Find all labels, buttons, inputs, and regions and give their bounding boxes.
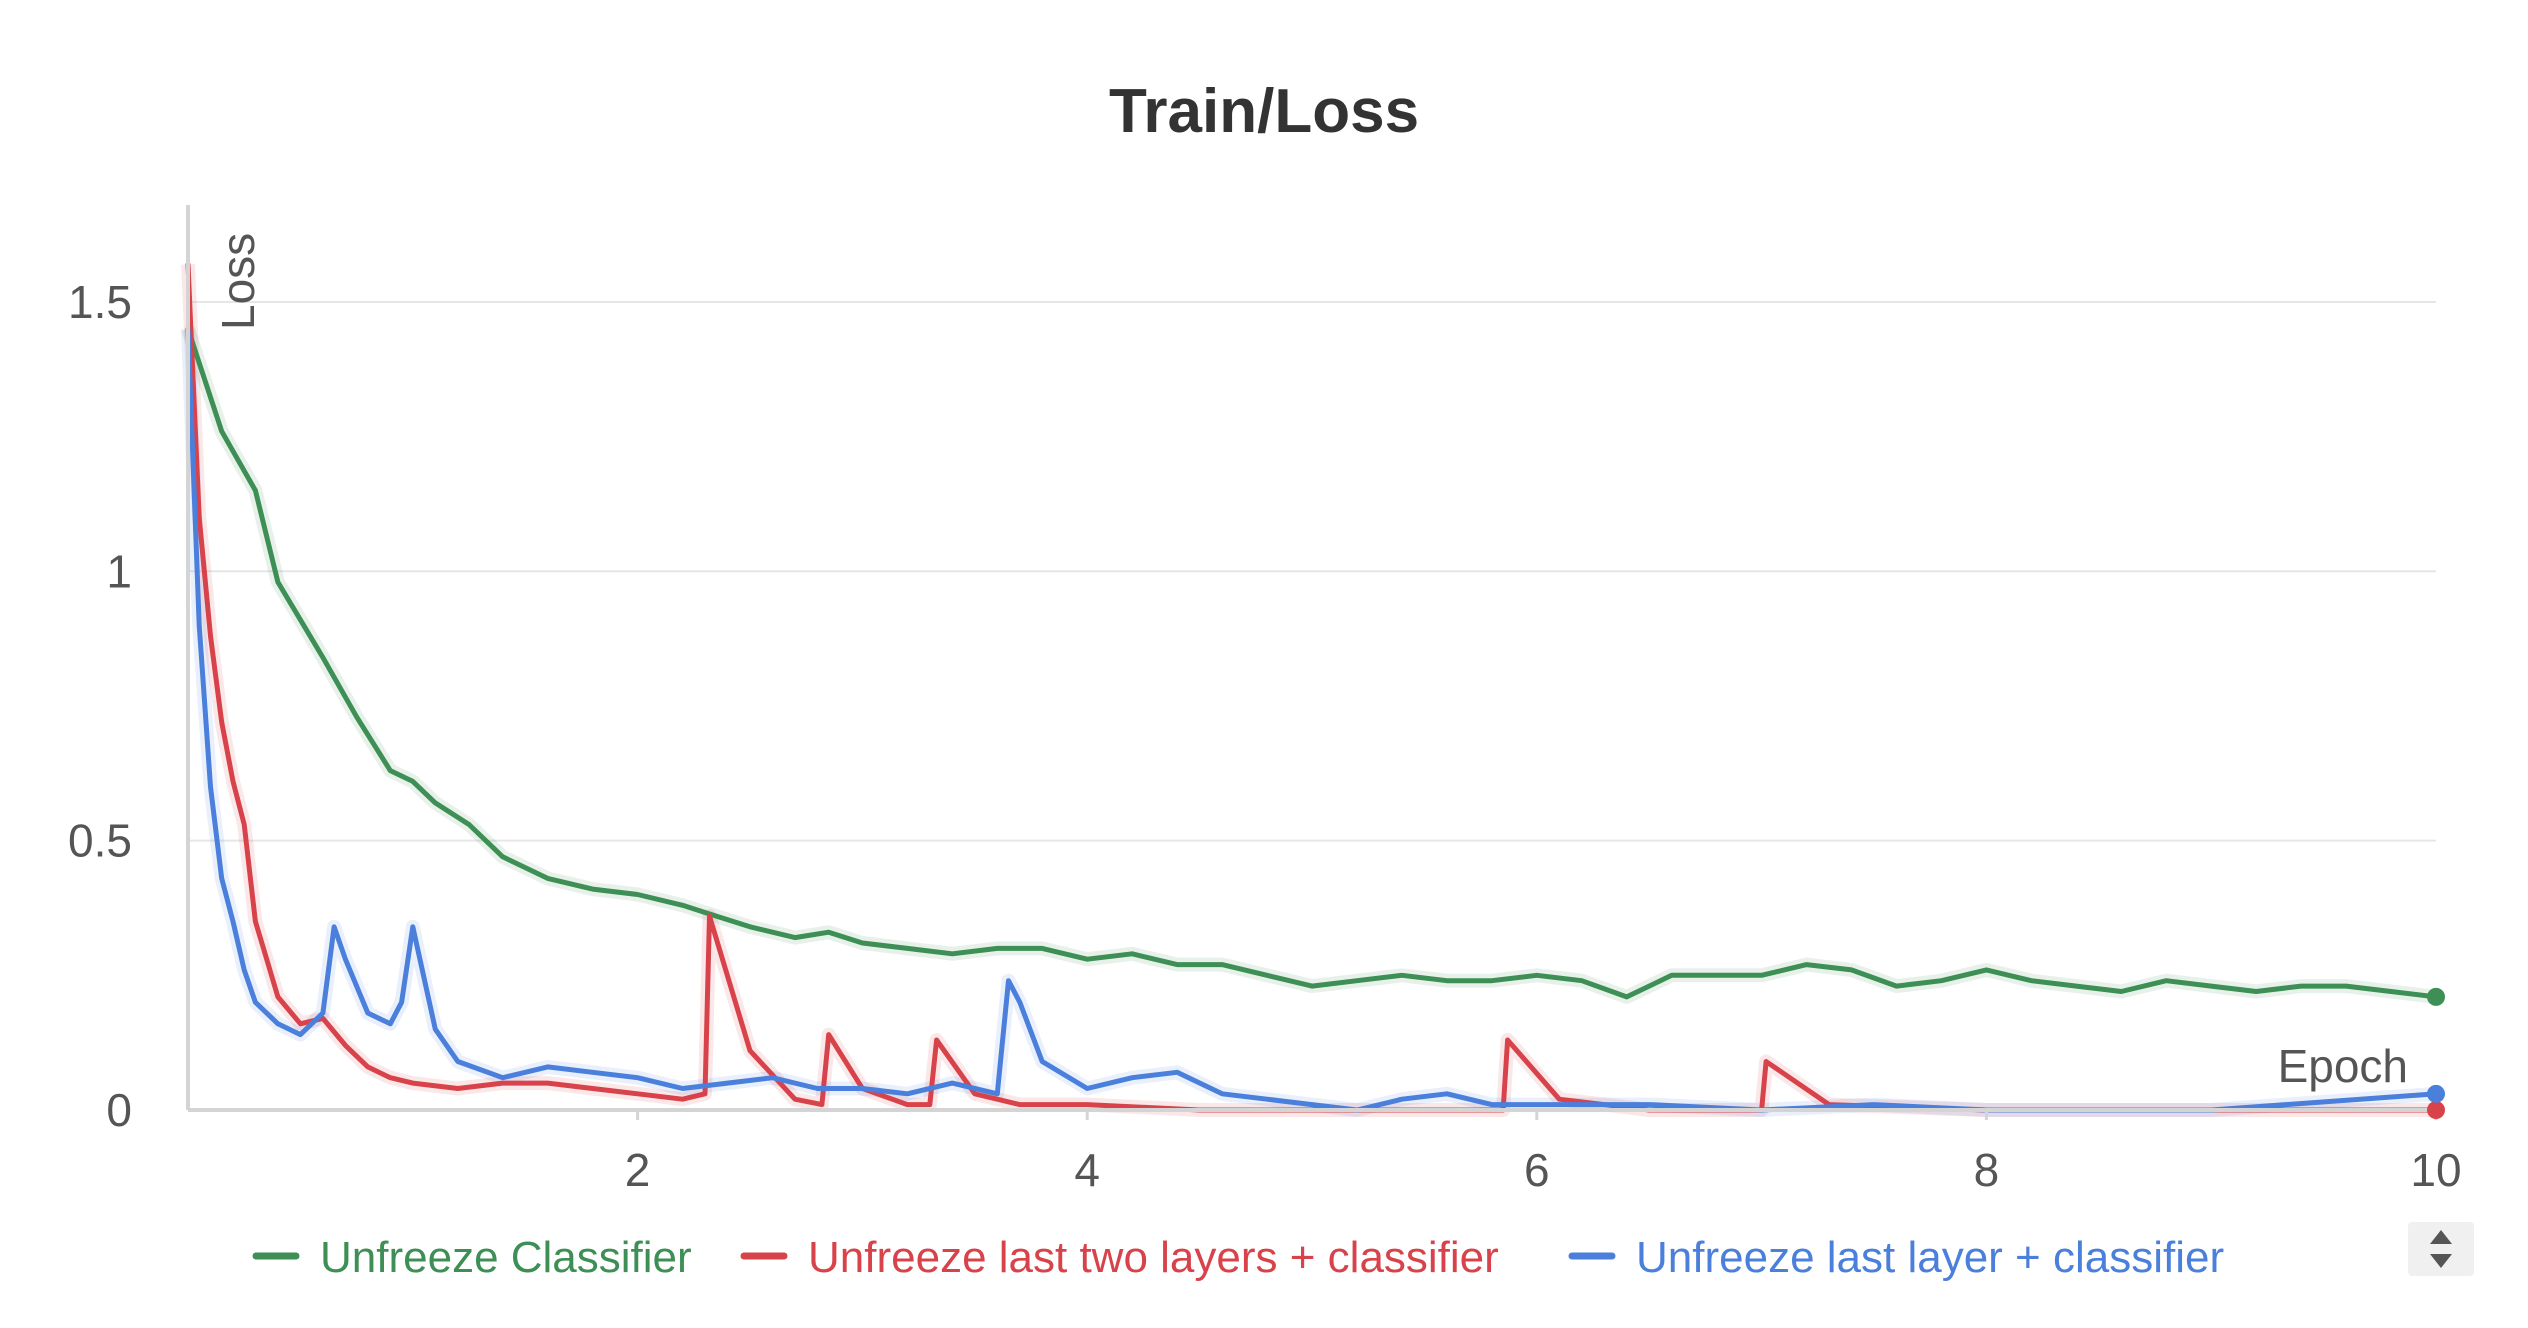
axes [186,205,2436,1112]
y-tick-labels: 0 0.5 1 1.5 [68,276,132,1136]
legend-scroll-arrows-icon [2430,1230,2452,1268]
series-line [185,326,2439,1113]
series-end-markers [2427,987,2445,1119]
grid-lines [188,300,2436,842]
chart-title: Train/Loss [1109,77,1419,146]
x-tick-label: 6 [1524,1144,1550,1196]
legend-label: Unfreeze last two layers + classifier [808,1233,1499,1282]
y-axis-label: Loss [212,233,264,330]
y-tick-label: 0.5 [68,815,132,867]
x-tick-label: 4 [1074,1144,1100,1196]
series-end-point [2427,1101,2445,1119]
legend-label: Unfreeze last layer + classifier [1636,1233,2224,1282]
series-lines [185,261,2439,1113]
series-line [185,326,2439,1000]
y-tick-label: 1 [106,545,132,597]
raw-series-trace [181,326,2437,1004]
y-tick-label: 0 [106,1084,132,1136]
x-tick-label: 10 [2410,1144,2461,1196]
x-tick-label: 8 [1974,1144,2000,1196]
series-end-point [2427,1084,2445,1103]
series-line [185,261,2439,1113]
legend-label: Unfreeze Classifier [320,1233,692,1282]
raw-series-layer [181,263,2437,1117]
series-end-point [2427,987,2445,1006]
legend: Unfreeze Classifier Unfreeze last two lay… [252,1233,2224,1282]
y-tick-label: 1.5 [68,276,132,328]
x-axis-label: Epoch [2278,1040,2408,1092]
legend-scroll-button[interactable] [2408,1222,2474,1276]
x-tick-labels: 2 4 6 8 10 [625,1110,2462,1196]
x-tick-label: 2 [625,1144,651,1196]
